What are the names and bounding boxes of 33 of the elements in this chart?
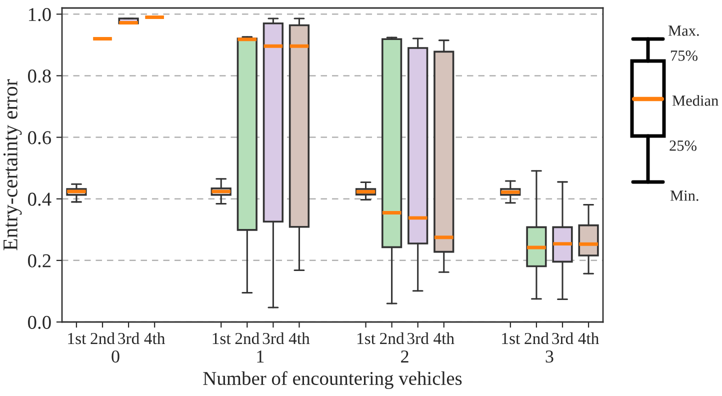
x-tick-label: 1st	[212, 332, 231, 344]
x-tick-label: 3rd	[408, 332, 429, 344]
y-tick-label: 0.2	[28, 254, 51, 268]
x-tick-label: 4th	[144, 332, 166, 344]
x-tick-label: 4th	[434, 332, 454, 344]
text: Min.	[670, 190, 698, 201]
x-tick-label: 4th	[578, 332, 599, 344]
x-tick-label: 3rd	[552, 332, 574, 344]
y-tick-label: 0.0	[28, 316, 51, 330]
text: 3	[546, 350, 554, 363]
text: 75%	[671, 50, 698, 61]
x-tick-label: 3rd	[118, 332, 140, 344]
y-tick-label: 0.4	[28, 192, 52, 206]
text: 0	[112, 350, 120, 363]
x-tick-label: 3rd	[262, 332, 284, 344]
text: Max.	[668, 26, 699, 36]
text: 2	[401, 350, 408, 362]
text: Median	[672, 95, 718, 106]
x-axis-title: Number of encountering vehicles	[203, 371, 462, 390]
x-tick-label: 4th	[288, 332, 310, 344]
text: 25%	[670, 140, 696, 151]
y-tick-label: 0.8	[28, 70, 51, 83]
x-tick-label: 2nd	[90, 332, 115, 344]
x-tick-label: 2nd	[235, 332, 260, 344]
x-tick-label: 1st	[358, 332, 376, 344]
y-tick-label: 0.6	[28, 131, 52, 144]
x-tick-label: 2nd	[524, 332, 549, 344]
text: 1	[257, 350, 264, 362]
x-tick-label: 2nd	[380, 332, 404, 344]
y-tick-label: 1.0	[28, 8, 51, 22]
y-axis-title: Entry-certainty error	[3, 79, 22, 250]
x-tick-label: 1st	[502, 332, 520, 344]
x-tick-label: 1st	[68, 332, 86, 344]
